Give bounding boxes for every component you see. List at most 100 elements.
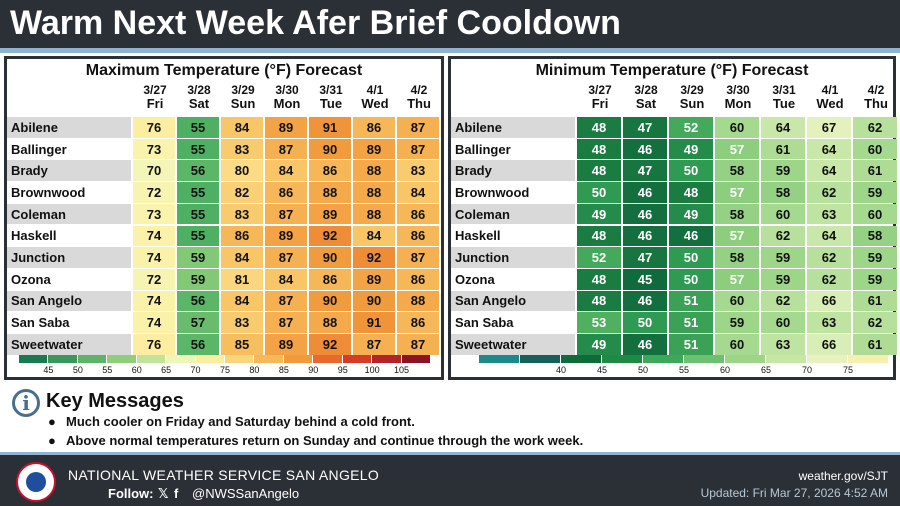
temp-cell: 89 bbox=[353, 268, 395, 290]
legend-swatch bbox=[19, 355, 48, 363]
temp-cell: 60 bbox=[853, 138, 897, 160]
city-label: Abilene bbox=[7, 117, 131, 138]
temp-cell: 84 bbox=[265, 268, 307, 290]
temp-cell: 86 bbox=[265, 182, 307, 203]
temp-cell: 72 bbox=[133, 182, 175, 203]
date-label: 4/2 bbox=[867, 83, 885, 97]
legend-swatch bbox=[766, 355, 806, 363]
temp-cell: 55 bbox=[177, 225, 219, 247]
city-label: Haskell bbox=[451, 225, 575, 247]
legend-label: 100 bbox=[364, 365, 380, 375]
temp-cell: 89 bbox=[265, 117, 307, 138]
social-handle[interactable]: @NWSSanAngelo bbox=[192, 486, 300, 501]
temp-cell: 48 bbox=[577, 290, 621, 312]
temp-cell: 67 bbox=[807, 117, 851, 138]
temp-cell: 87 bbox=[265, 203, 307, 225]
temp-cell: 50 bbox=[623, 312, 667, 333]
temp-cell: 50 bbox=[669, 160, 713, 182]
temp-cell: 62 bbox=[807, 247, 851, 268]
temp-cell: 62 bbox=[807, 182, 851, 203]
temp-cell: 59 bbox=[715, 312, 759, 333]
temp-cell: 46 bbox=[623, 290, 667, 312]
legend-swatch bbox=[684, 355, 724, 363]
temp-cell: 56 bbox=[177, 160, 219, 182]
temp-cell: 81 bbox=[221, 268, 263, 290]
temp-cell: 90 bbox=[353, 290, 395, 312]
facebook-icon[interactable]: f bbox=[174, 486, 179, 501]
column-header: 4/2 Thu bbox=[853, 83, 899, 111]
temp-cell: 48 bbox=[669, 182, 713, 203]
column-header: 3/27 Fri bbox=[577, 83, 623, 111]
temp-cell: 64 bbox=[761, 117, 805, 138]
min-temp-title: Minimum Temperature (°F) Forecast bbox=[535, 62, 809, 79]
legend-swatch bbox=[283, 355, 313, 363]
temp-cell: 86 bbox=[353, 117, 395, 138]
temp-cell: 60 bbox=[761, 203, 805, 225]
temp-cell: 61 bbox=[761, 138, 805, 160]
legend-label: 90 bbox=[308, 365, 319, 375]
city-label: Sweetwater bbox=[451, 334, 575, 355]
temp-cell: 91 bbox=[309, 117, 351, 138]
legend-label: 105 bbox=[394, 365, 410, 375]
day-label: Wed bbox=[816, 96, 844, 111]
temp-cell: 86 bbox=[397, 203, 439, 225]
temp-cell: 86 bbox=[397, 268, 439, 290]
date-label: 3/27 bbox=[588, 83, 612, 97]
temp-cell: 62 bbox=[761, 290, 805, 312]
column-header: 3/31 Tue bbox=[309, 83, 353, 111]
temp-cell: 52 bbox=[669, 117, 713, 138]
temp-cell: 46 bbox=[623, 225, 667, 247]
day-label: Sun bbox=[679, 96, 705, 111]
temp-cell: 90 bbox=[309, 290, 351, 312]
max-temp-title: Maximum Temperature (°F) Forecast bbox=[85, 62, 363, 79]
day-label: Fri bbox=[591, 96, 609, 111]
column-header: 4/2 Thu bbox=[397, 83, 441, 111]
temp-cell: 87 bbox=[353, 334, 395, 355]
key-messages-title: Key Messages bbox=[46, 390, 184, 412]
legend-label: 75 bbox=[219, 365, 230, 375]
city-label: Brady bbox=[451, 160, 575, 182]
temp-cell: 49 bbox=[669, 203, 713, 225]
temp-cell: 57 bbox=[715, 225, 759, 247]
temp-cell: 64 bbox=[807, 138, 851, 160]
temp-cell: 49 bbox=[669, 138, 713, 160]
website-link[interactable]: weather.gov/SJT bbox=[798, 469, 888, 483]
column-header: 3/27 Fri bbox=[133, 83, 177, 111]
temp-cell: 48 bbox=[577, 225, 621, 247]
city-label: Junction bbox=[451, 247, 575, 268]
legend-label: 50 bbox=[72, 365, 83, 375]
legend-swatch bbox=[342, 355, 372, 363]
temp-cell: 70 bbox=[133, 160, 175, 182]
temp-cell: 58 bbox=[715, 160, 759, 182]
min-temp-table: Minimum Temperature (°F) Forecast 3/27 Fr… bbox=[448, 56, 899, 380]
temp-cell: 51 bbox=[669, 334, 713, 355]
temp-cell: 55 bbox=[177, 203, 219, 225]
day-label: Sat bbox=[188, 96, 210, 111]
temp-cell: 48 bbox=[577, 268, 621, 290]
temp-cell: 87 bbox=[265, 138, 307, 160]
column-header: 4/1 Wed bbox=[807, 83, 853, 111]
day-label: Tue bbox=[319, 96, 343, 111]
date-label: 3/27 bbox=[143, 83, 167, 97]
date-label: 3/28 bbox=[187, 83, 211, 97]
city-label: Ozona bbox=[7, 268, 131, 290]
date-label: 3/30 bbox=[275, 83, 299, 97]
temp-cell: 57 bbox=[715, 182, 759, 203]
column-header: 4/1 Wed bbox=[353, 83, 397, 111]
temp-cell: 63 bbox=[807, 312, 851, 333]
temp-cell: 90 bbox=[309, 138, 351, 160]
temp-cell: 46 bbox=[623, 203, 667, 225]
x-icon[interactable]: 𝕏 bbox=[158, 486, 169, 501]
temp-cell: 46 bbox=[669, 225, 713, 247]
city-label: Brady bbox=[7, 160, 131, 182]
legend-label: 55 bbox=[102, 365, 113, 375]
follow-label: Follow: bbox=[108, 486, 154, 501]
temp-cell: 46 bbox=[623, 182, 667, 203]
city-label: San Angelo bbox=[451, 290, 575, 312]
date-label: 4/1 bbox=[366, 83, 384, 97]
temp-cell: 80 bbox=[221, 160, 263, 182]
temp-cell: 59 bbox=[853, 268, 897, 290]
temp-cell: 84 bbox=[265, 160, 307, 182]
city-label: Junction bbox=[7, 247, 131, 268]
legend-label: 45 bbox=[596, 365, 607, 375]
